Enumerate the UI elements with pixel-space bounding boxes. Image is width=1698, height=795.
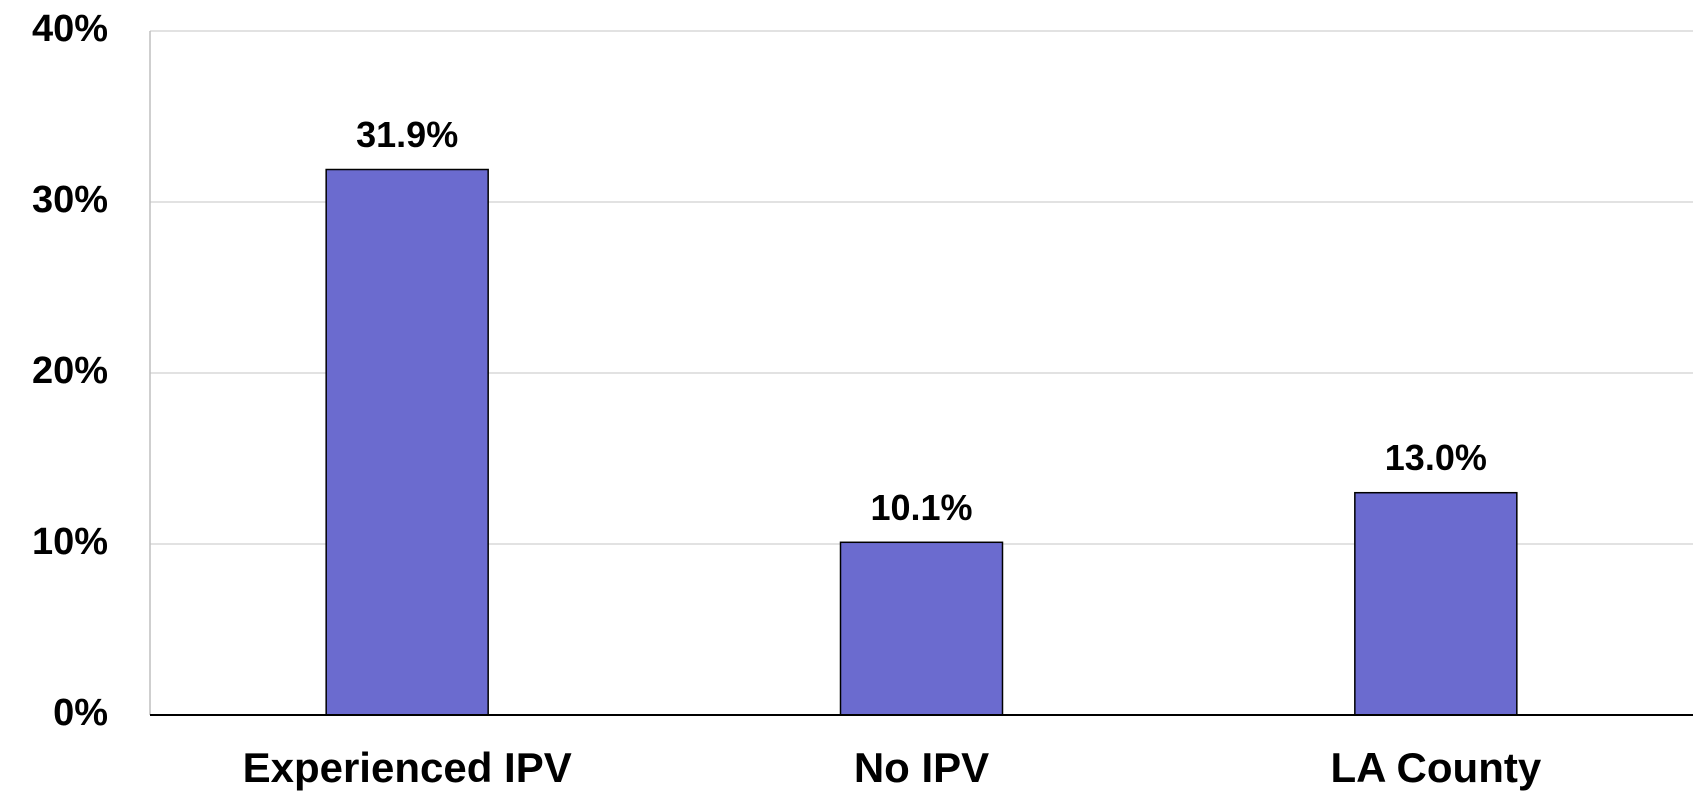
x-tick-label: Experienced IPV (243, 744, 572, 791)
y-tick-label: 40% (32, 8, 108, 50)
y-tick-label: 20% (32, 350, 108, 392)
x-tick-label: No IPV (854, 744, 989, 791)
bar (325, 168, 489, 716)
y-tick-label: 0% (53, 692, 108, 734)
bar (839, 541, 1004, 716)
y-tick-label: 30% (32, 179, 108, 221)
value-label: 10.1% (870, 487, 972, 528)
bar (1354, 491, 1518, 716)
value-label: 13.0% (1385, 437, 1487, 478)
x-tick-label: LA County (1330, 744, 1541, 791)
value-label: 31.9% (356, 114, 458, 155)
y-tick-label: 10% (32, 521, 108, 563)
